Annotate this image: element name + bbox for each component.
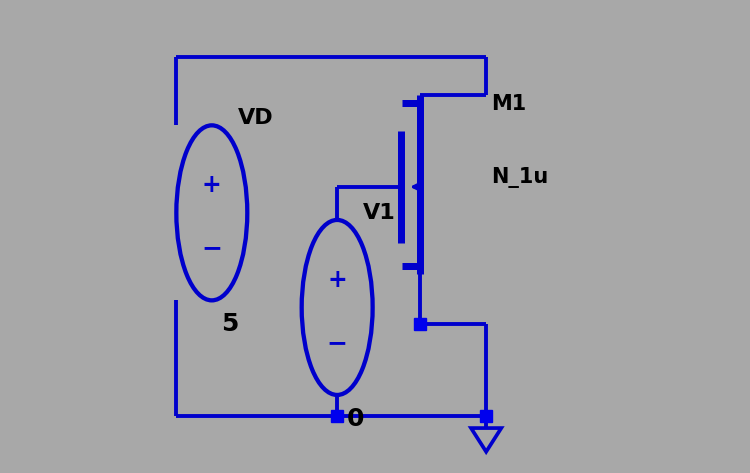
Text: +: + <box>327 268 347 292</box>
Text: N_1u: N_1u <box>491 167 548 188</box>
Text: +: + <box>202 174 222 197</box>
Text: M1: M1 <box>491 94 526 114</box>
Text: 0: 0 <box>346 407 364 430</box>
Text: VD: VD <box>238 108 274 128</box>
Text: −: − <box>327 331 348 355</box>
Text: V1: V1 <box>363 203 396 223</box>
Text: 5: 5 <box>221 312 238 336</box>
Text: −: − <box>201 236 222 260</box>
